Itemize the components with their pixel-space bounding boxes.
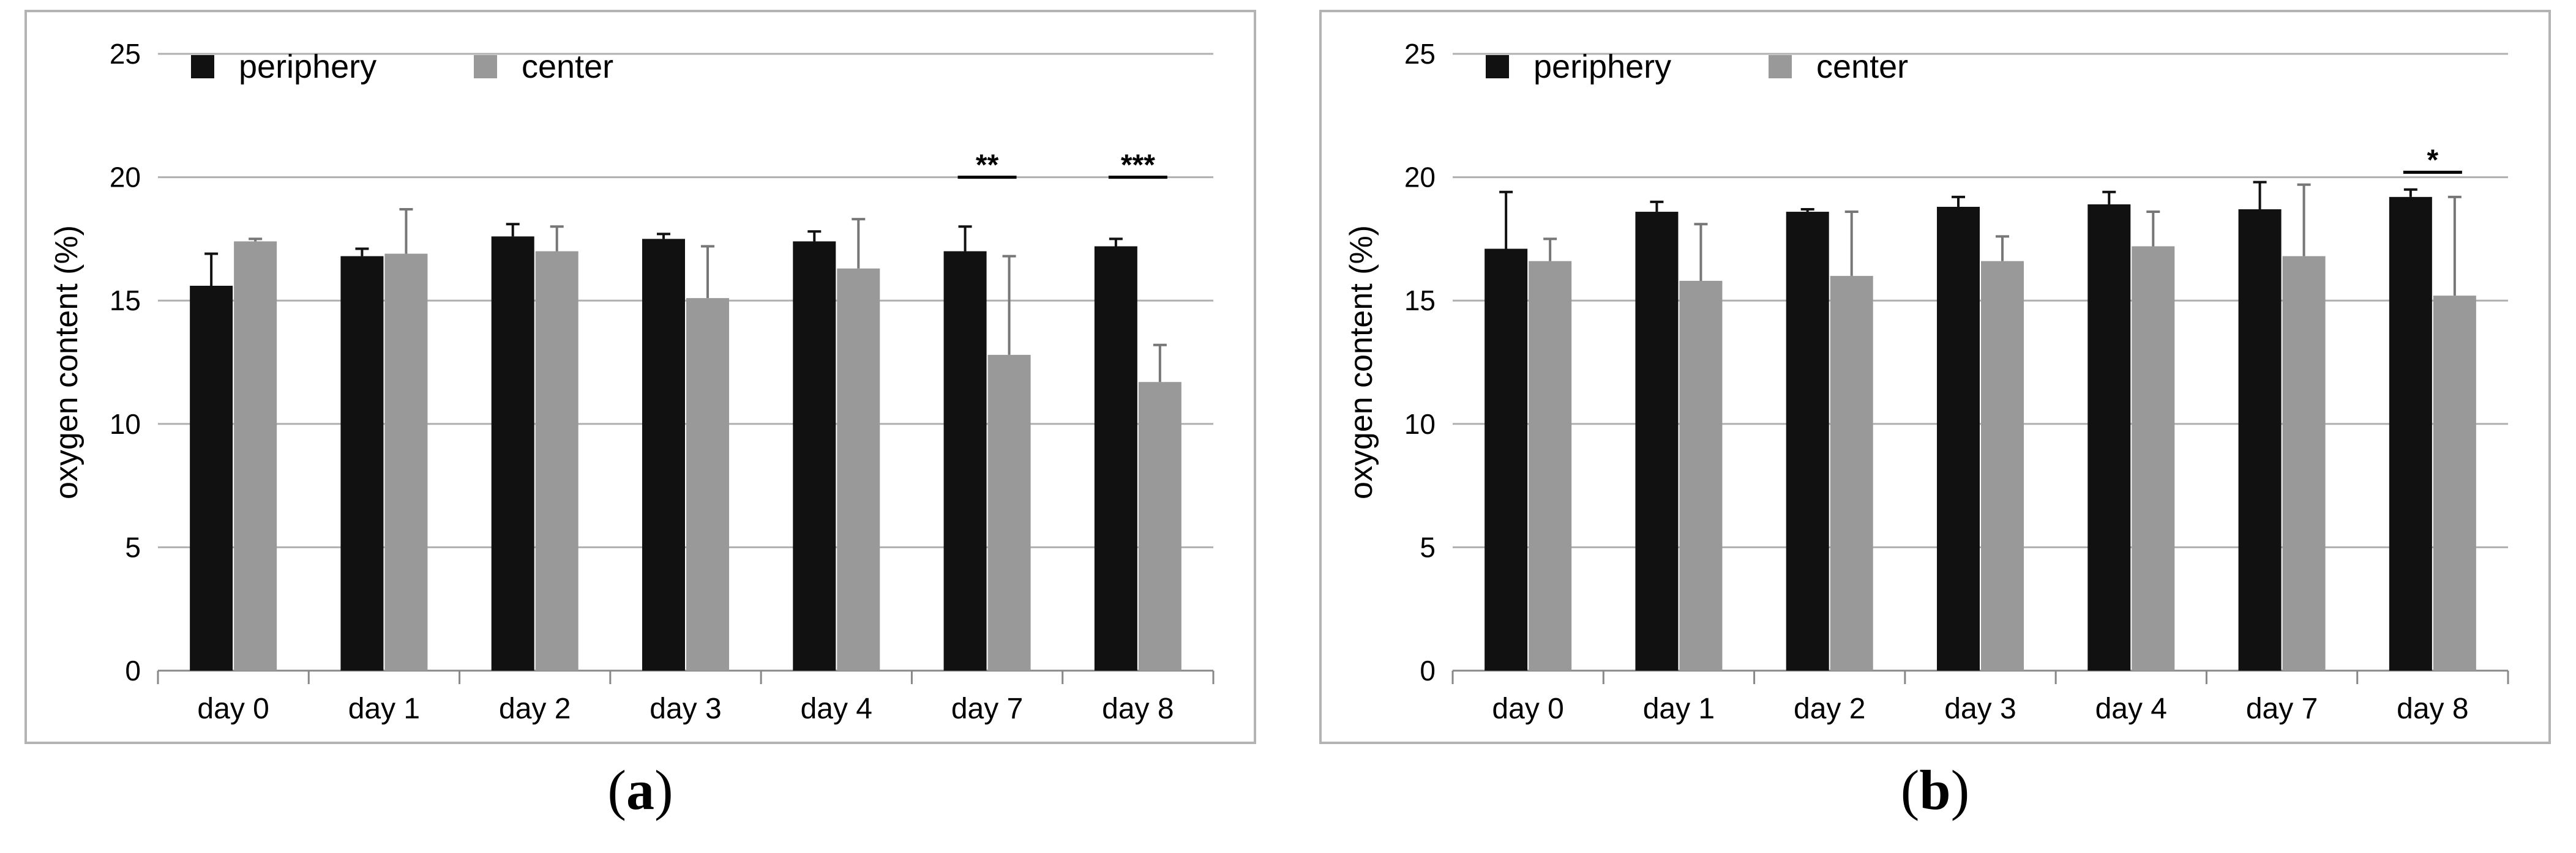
chart-b-significance-label: * [2427, 144, 2439, 177]
chart-b-bar-center [2282, 256, 2326, 671]
chart-a-legend-swatch-periphery [191, 55, 214, 78]
chart-b-bar-periphery [1937, 206, 1980, 671]
chart-a-y-tick-label: 15 [110, 285, 141, 316]
chart-a-significance-label: ** [976, 149, 999, 182]
chart-a-legend-label-periphery: periphery [239, 48, 376, 85]
chart-a-x-tick-label: day 1 [348, 693, 420, 725]
chart-a-bar-center [234, 241, 277, 671]
chart-a-bar-center [384, 253, 428, 671]
chart-a-x-tick-label: day 7 [951, 693, 1023, 725]
chart-a-x-tick-label: day 8 [1102, 693, 1174, 725]
chart-a-bar-periphery [491, 236, 534, 671]
chart-b-x-tick-label: day 1 [1643, 693, 1715, 725]
chart-b-x-tick-label: day 3 [1944, 693, 2016, 725]
chart-b-bar-periphery [2238, 209, 2282, 671]
chart-a-x-tick-label: day 4 [801, 693, 872, 725]
chart-b-y-tick-label: 20 [1404, 162, 1436, 193]
chart-a-bar-periphery [793, 241, 836, 671]
chart-b-x-tick-label: day 0 [1492, 693, 1563, 725]
chart-a-y-tick-label: 20 [110, 162, 141, 193]
chart-a-bar-center [686, 298, 729, 671]
chart-a-legend-label-center: center [522, 48, 613, 85]
chart-a-bar-center [1138, 382, 1181, 671]
chart-a-x-tick-label: day 3 [650, 693, 721, 725]
chart-a-bar-periphery [190, 286, 233, 671]
chart-b-y-tick-label: 0 [1420, 655, 1436, 687]
chart-b-x-tick-label: day 2 [1794, 693, 1865, 725]
chart-a-x-tick-label: day 0 [197, 693, 269, 725]
chart-b-legend-label-center: center [1816, 48, 1908, 85]
chart-a-bar-periphery [1094, 246, 1137, 671]
chart-a-y-tick-label: 0 [125, 655, 141, 687]
chart-a-y-axis-label: oxygen content (%) [49, 225, 84, 499]
chart-b-bar-periphery [2087, 204, 2131, 671]
chart-b-bar-center [2433, 296, 2476, 671]
chart-b-y-tick-label: 5 [1420, 531, 1436, 563]
chart-a-bar-periphery [943, 251, 987, 671]
chart-b-legend-swatch-periphery [1486, 55, 1509, 78]
chart-panel-b: 0 5 10 15 20 25 oxygen content (%) day 0 day 1 da… [1319, 10, 2551, 744]
chart-a-y-tick-label: 10 [110, 408, 141, 440]
chart-panel-a: 0 5 10 15 20 25 oxygen content (%) day 0 day 1 da… [24, 10, 1256, 744]
chart-b-bar-periphery [1635, 212, 1679, 671]
chart-a-bar-periphery [642, 239, 685, 671]
chart-a-legend-swatch-center [474, 55, 497, 78]
chart-a-y-tick-label: 5 [125, 531, 141, 563]
bar-chart-b: 0 5 10 15 20 25 oxygen content (%) day 0 day 1 da… [1344, 38, 2509, 725]
chart-b-legend-swatch-center [1769, 55, 1792, 78]
chart-a-bar-center [987, 354, 1031, 671]
chart-a-significance-label: *** [1121, 149, 1155, 182]
chart-b-bar-periphery [1485, 248, 1528, 671]
chart-b-bar-center [2132, 246, 2175, 671]
chart-a-y-tick-label: 25 [110, 38, 141, 70]
chart-b-x-tick-label: day 7 [2246, 693, 2318, 725]
chart-b-x-tick-label: day 8 [2397, 693, 2468, 725]
chart-b-y-tick-label: 25 [1404, 38, 1436, 70]
chart-a-x-tick-label: day 2 [499, 693, 571, 725]
chart-b-bar-center [1679, 280, 1723, 671]
chart-b-bar-periphery [2389, 196, 2432, 671]
caption-b: (b) [1900, 759, 1970, 821]
chart-b-bar-center [1981, 261, 2024, 671]
chart-b-y-tick-label: 10 [1404, 408, 1436, 440]
chart-b-legend-label-periphery: periphery [1533, 48, 1671, 85]
chart-b-y-axis-label: oxygen content (%) [1344, 225, 1379, 499]
chart-b-bar-center [1830, 275, 1873, 671]
chart-a-bar-periphery [340, 256, 384, 671]
chart-b-x-tick-label: day 4 [2095, 693, 2167, 725]
chart-b-y-tick-label: 15 [1404, 285, 1436, 316]
bar-chart-a: 0 5 10 15 20 25 oxygen content (%) day 0 day 1 da… [49, 38, 1215, 725]
chart-b-bar-periphery [1786, 212, 1829, 671]
caption-a: (a) [607, 759, 673, 821]
chart-a-bar-center [535, 251, 578, 671]
chart-b-bar-center [1529, 261, 1572, 671]
chart-a-bar-center [837, 268, 880, 671]
